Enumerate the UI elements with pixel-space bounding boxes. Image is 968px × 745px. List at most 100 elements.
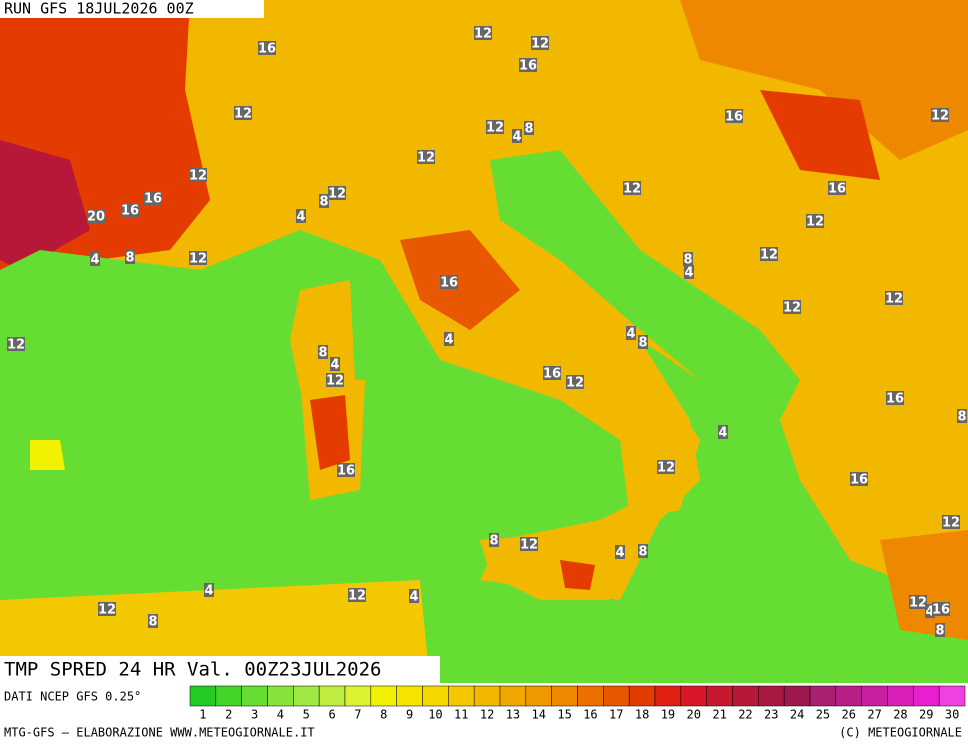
scale-label: 15 [557, 708, 571, 722]
label-box [328, 186, 346, 200]
label-box [489, 533, 499, 547]
scale-label: 17 [609, 708, 623, 722]
scale-cell [887, 685, 914, 707]
contour-label: 8 [683, 253, 692, 268]
label-box [7, 337, 25, 351]
scale-cell [241, 685, 268, 707]
scale-cell [551, 685, 578, 707]
contour-label: 4 [409, 590, 418, 605]
scale-cell [913, 685, 940, 707]
contour-label: 12 [189, 252, 207, 267]
scale-cell [628, 685, 656, 707]
contour-label: 8 [524, 122, 533, 137]
contour-label: 4 [330, 358, 339, 373]
scale-cell [293, 685, 320, 707]
contour-label: 12 [326, 374, 344, 389]
scale-cell [861, 685, 888, 707]
label-box [337, 463, 355, 477]
contour-label: 12 [189, 169, 207, 184]
contour-label: 12 [234, 107, 252, 122]
scale-label: 26 [842, 708, 856, 722]
scale-label: 22 [738, 708, 752, 722]
contour-label: 12 [623, 182, 641, 197]
contour-label: 12 [657, 461, 675, 476]
contour-label: 16 [932, 603, 950, 618]
credit-right: (C) METEOGIORNALE [839, 726, 962, 740]
contour-label: 12 [98, 603, 116, 618]
contour-label: 12 [942, 516, 960, 531]
label-box [683, 252, 693, 266]
scale-label: 12 [480, 708, 494, 722]
label-box [909, 595, 927, 609]
scale-cell [344, 685, 372, 707]
contour-label: 8 [957, 410, 966, 425]
label-box [87, 209, 105, 223]
label-box [806, 214, 824, 228]
label-box [760, 247, 778, 261]
contour-label: 4 [615, 546, 624, 561]
contour-label: 4 [204, 584, 213, 599]
contour-label: 12 [760, 248, 778, 263]
contour-label: 16 [519, 59, 537, 74]
contour-label: 4 [718, 426, 727, 441]
label-box [718, 425, 728, 439]
scale-label: 1 [199, 708, 206, 722]
label-box [125, 250, 135, 264]
label-box [725, 109, 743, 123]
scale-label: 23 [764, 708, 778, 722]
label-box [524, 121, 534, 135]
label-box [444, 332, 454, 346]
scale-cell [473, 685, 501, 707]
scale-cell [267, 685, 294, 707]
scale-label: 28 [893, 708, 907, 722]
label-box [885, 291, 903, 305]
scale-label: 2 [225, 708, 232, 722]
contour-label: 16 [144, 192, 162, 207]
scale-cell [758, 685, 785, 707]
contour-label: 8 [125, 251, 134, 266]
contour-label: 16 [543, 367, 561, 382]
label-box [512, 129, 522, 143]
label-box [957, 409, 967, 423]
scale-cell [654, 685, 682, 707]
contour-label: 4 [296, 210, 305, 225]
map-background [0, 0, 968, 683]
contour-label: 12 [348, 589, 366, 604]
scale-cell [732, 685, 759, 707]
label-box [326, 373, 344, 387]
label-box [318, 345, 328, 359]
contour-label: 12 [7, 338, 25, 353]
label-box [417, 150, 435, 164]
contour-label: 12 [885, 292, 903, 307]
label-box [932, 602, 950, 616]
scale-cell [938, 685, 966, 707]
scale-cell [189, 685, 217, 707]
label-box [531, 36, 549, 50]
label-box [440, 275, 458, 289]
label-box [148, 614, 158, 628]
label-box [638, 335, 648, 349]
label-box [684, 265, 694, 279]
contour-label: 16 [886, 392, 904, 407]
label-box [296, 209, 306, 223]
scale-label: 14 [532, 708, 546, 722]
label-box [474, 26, 492, 40]
label-box [90, 252, 100, 266]
scale-label: 5 [303, 708, 310, 722]
contour-label: 4 [512, 130, 521, 145]
contour-label: 12 [520, 538, 538, 553]
label-box [258, 41, 276, 55]
scale-label: 6 [328, 708, 335, 722]
scale-label: 29 [919, 708, 933, 722]
contour-label: 4 [444, 333, 453, 348]
scale-cell [499, 685, 527, 707]
contour-label: 8 [935, 624, 944, 639]
scale-label: 18 [635, 708, 649, 722]
label-box [623, 181, 641, 195]
scale-cell [396, 685, 423, 707]
contour-label: 20 [87, 210, 105, 225]
scale-label: 7 [354, 708, 361, 722]
scale-cell [706, 685, 733, 707]
contour-label: 12 [783, 301, 801, 316]
label-box [850, 472, 868, 486]
